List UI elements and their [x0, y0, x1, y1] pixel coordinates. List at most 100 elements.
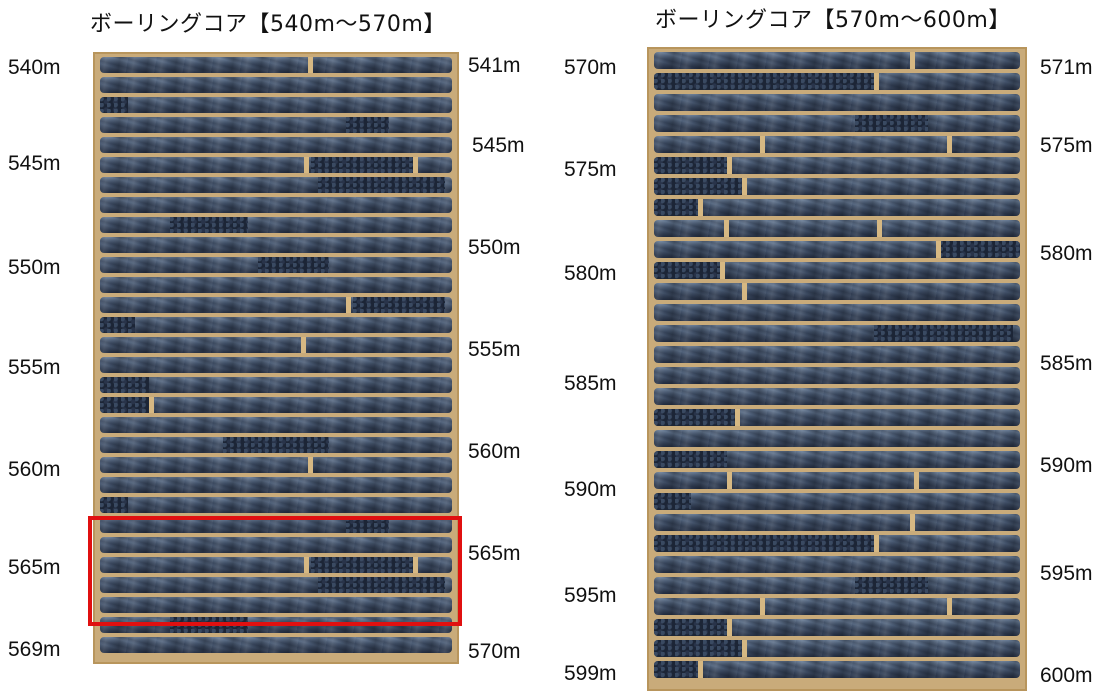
spacer-block: [760, 598, 766, 615]
right-box-depth-label: 570m: [564, 56, 617, 79]
core-row: [654, 493, 1020, 510]
left-box-depth-label: 560m: [8, 458, 61, 481]
spacer-block: [727, 157, 733, 174]
core-row: [654, 514, 1020, 531]
right-box-depth-label: 595m: [564, 584, 617, 607]
core-row: [100, 297, 452, 313]
core-row: [100, 557, 452, 573]
core-row: [100, 57, 452, 73]
spacer-block: [304, 557, 310, 573]
rubble-segment: [311, 157, 417, 173]
rubble-segment: [654, 640, 742, 657]
core-row: [100, 97, 452, 113]
right-core-title: ボーリングコア【570m～600m】: [655, 8, 1011, 33]
left-box-depth-label-right: 560m: [468, 440, 521, 463]
core-row: [654, 451, 1020, 468]
spacer-block: [346, 297, 352, 313]
core-row: [654, 73, 1020, 90]
rubble-segment: [654, 73, 874, 90]
left-box-depth-label-right: 570m: [468, 640, 521, 663]
rubble-segment: [346, 517, 389, 533]
spacer-block: [697, 199, 703, 216]
left-box-depth-label: 565m: [8, 556, 61, 579]
rubble-segment: [223, 437, 329, 453]
rubble-segment: [654, 409, 735, 426]
left-core-tray: [93, 52, 459, 664]
rubble-segment: [654, 199, 698, 216]
core-row: [100, 517, 452, 533]
core-row: [654, 598, 1020, 615]
rubble-segment: [100, 377, 150, 393]
core-row: [100, 177, 452, 193]
spacer-block: [910, 514, 916, 531]
core-row: [654, 430, 1020, 447]
spacer-block: [723, 220, 729, 237]
rubble-segment: [170, 217, 248, 233]
left-box-depth-label-right: 565m: [468, 542, 521, 565]
rubble-segment: [654, 178, 742, 195]
rubble-segment: [100, 317, 136, 333]
core-row: [654, 199, 1020, 216]
rubble-segment: [170, 617, 248, 633]
spacer-block: [304, 157, 310, 173]
right-box-depth-label-right: 575m: [1040, 134, 1093, 157]
spacer-block: [741, 283, 747, 300]
right-box-depth-label: 599m: [564, 662, 617, 685]
rubble-segment: [873, 325, 1013, 342]
core-row: [654, 577, 1020, 594]
left-box-depth-label: 569m: [8, 638, 61, 661]
core-row: [100, 477, 452, 493]
core-row: [100, 397, 452, 413]
core-row: [100, 357, 452, 373]
core-row: [654, 52, 1020, 69]
core-row: [654, 241, 1020, 258]
core-row: [100, 257, 452, 273]
spacer-block: [413, 157, 419, 173]
core-row: [654, 136, 1020, 153]
spacer-block: [727, 619, 733, 636]
spacer-block: [910, 52, 916, 69]
core-row: [654, 619, 1020, 636]
core-row: [654, 262, 1020, 279]
rubble-segment: [353, 297, 445, 313]
core-row: [100, 497, 452, 513]
core-row: [100, 377, 452, 393]
spacer-block: [913, 472, 919, 489]
rubble-segment: [855, 115, 929, 132]
rubble-segment: [100, 97, 129, 113]
rubble-segment: [311, 557, 417, 573]
core-row: [654, 388, 1020, 405]
right-box-depth-label-right: 590m: [1040, 454, 1093, 477]
rubble-segment: [318, 577, 445, 593]
rubble-segment: [654, 535, 874, 552]
right-box-depth-label: 575m: [564, 158, 617, 181]
spacer-block: [935, 241, 941, 258]
rubble-segment: [939, 241, 1020, 258]
spacer-block: [873, 535, 879, 552]
core-row: [654, 556, 1020, 573]
core-row: [654, 409, 1020, 426]
rubble-segment: [654, 493, 691, 510]
left-box-depth-label-right: 555m: [468, 338, 521, 361]
left-box-depth-label: 555m: [8, 356, 61, 379]
rubble-segment: [654, 619, 728, 636]
core-row: [100, 157, 452, 173]
core-row: [100, 137, 452, 153]
right-box-depth-label-right: 580m: [1040, 242, 1093, 265]
core-row: [100, 217, 452, 233]
spacer-block: [741, 640, 747, 657]
spacer-block: [741, 178, 747, 195]
left-box-depth-label-right: 550m: [468, 236, 521, 259]
rubble-segment: [855, 577, 929, 594]
core-row: [654, 283, 1020, 300]
rubble-segment: [258, 257, 329, 273]
spacer-block: [697, 661, 703, 678]
rubble-segment: [318, 177, 445, 193]
core-row: [100, 537, 452, 553]
core-row: [100, 337, 452, 353]
core-row: [100, 317, 452, 333]
core-row: [654, 346, 1020, 363]
core-row: [654, 304, 1020, 321]
spacer-block: [307, 457, 313, 473]
spacer-block: [719, 262, 725, 279]
